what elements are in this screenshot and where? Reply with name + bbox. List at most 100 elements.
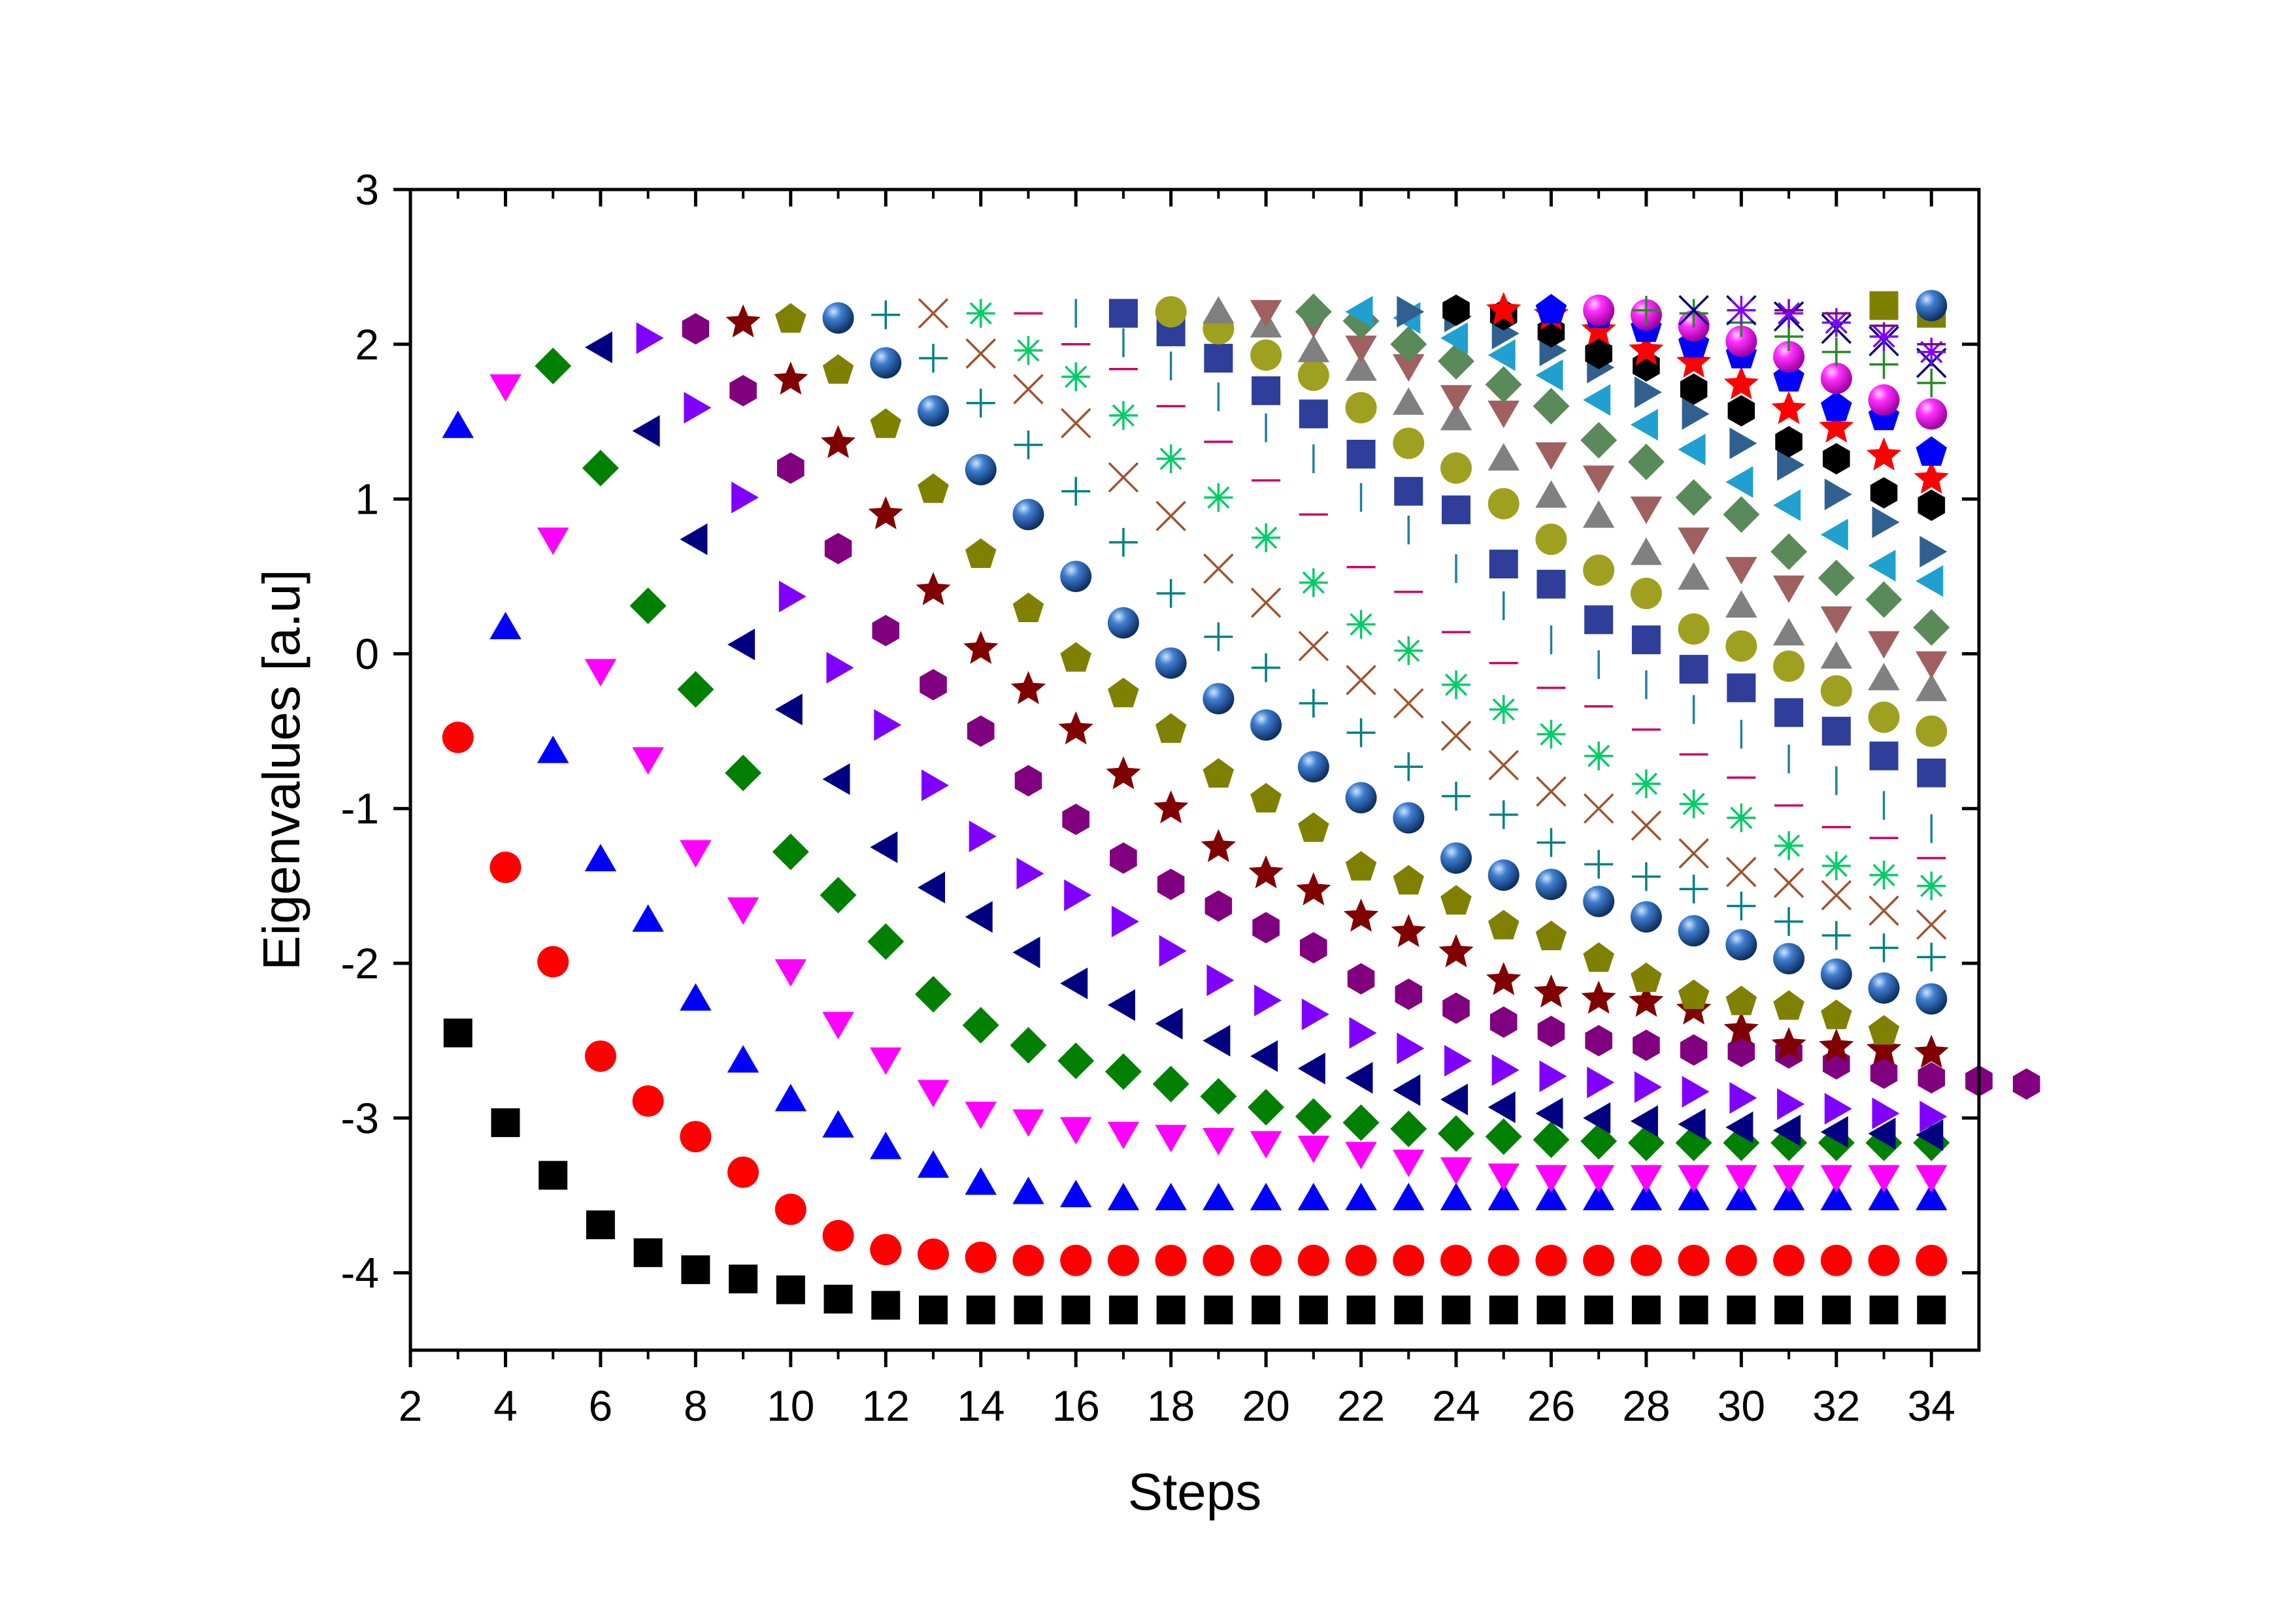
data-point-asterisk [1489,695,1518,724]
data-point-triangle-right [1824,1093,1852,1125]
data-point-plus [1584,850,1614,879]
data-point-star [1581,980,1616,1014]
data-point-square [1346,1295,1376,1325]
data-point-square [1536,1295,1566,1325]
data-point-star [1010,671,1046,704]
data-point-asterisk [1869,322,1899,351]
data-point-triangle-up [1820,641,1853,669]
data-point-triangle-up [584,844,617,872]
data-point-circle [1630,578,1662,610]
data-point-hexagon [1442,992,1470,1024]
series-11 [822,302,1948,1015]
data-point-triangle-right [1301,998,1329,1031]
data-point-sphere [1773,942,1805,974]
data-point-triangle-down [727,897,759,925]
data-point-hexagon [1442,294,1470,326]
series-13 [918,298,1947,940]
data-point-hexagon [967,715,995,747]
data-point-hexagon [1062,803,1089,835]
data-point-hexagon [1633,1029,1660,1061]
data-point-triangle-down [1440,1157,1472,1185]
data-point-circle [870,1234,902,1266]
x-tick-label: 12 [862,1382,910,1430]
data-point-star [1914,460,1949,494]
data-point-diamond [629,588,667,624]
data-point-plus [1156,579,1186,608]
data-point-triangle-right [1159,935,1187,967]
data-point-hexagon [1680,373,1708,405]
data-point-circle [442,721,474,754]
data-point-triangle-up [1582,1182,1615,1210]
data-point-diamond [1485,1118,1522,1155]
data-point-plus [919,344,948,373]
data-point-triangle-left [727,628,756,661]
data-point-star [1629,332,1664,365]
data-point-square [633,1238,663,1267]
data-point-sphere [1868,972,1900,1004]
data-point-pentagon [1535,293,1567,323]
x-tick-label: 10 [767,1382,814,1430]
data-point-triangle-left [965,901,993,933]
data-point-square [1679,655,1708,684]
data-point-triangle-up [1678,1182,1710,1210]
data-point-cross [1631,810,1662,841]
series-21 [1295,293,1950,646]
data-point-square [1299,399,1328,429]
data-point-plus [1252,653,1281,682]
x-tick-label: 22 [1337,1382,1385,1430]
data-point-diamond [1533,388,1570,425]
data-point-sphere [1725,929,1757,961]
data-point-square [1252,1295,1281,1325]
data-point-square [1821,1295,1851,1325]
data-point-triangle-right [1682,1076,1710,1108]
data-point-star [820,425,856,458]
data-point-pentagon [1916,436,1947,466]
series-7 [636,322,1948,1133]
data-point-triangle-left [1820,518,1848,551]
data-point-star [1106,756,1141,789]
data-point-triangle-up [1630,1182,1663,1210]
data-point-triangle-up [1297,1182,1330,1210]
data-point-hexagon [1870,477,1898,509]
data-point-diamond [1438,1115,1474,1152]
data-point-triangle-down [1345,1142,1377,1170]
data-point-circle [1107,1244,1139,1276]
data-point-plus [1821,337,1851,367]
data-point-cross [1916,909,1947,940]
data-point-square [1774,698,1804,727]
data-point-diamond [1533,1121,1570,1158]
data-point-asterisk [1584,741,1614,771]
data-point-square [1584,1295,1614,1325]
data-point-triangle-left [870,831,898,863]
data-point-asterisk [1869,861,1899,890]
x-tick-label: 20 [1242,1382,1289,1430]
data-point-hexagon [1918,1062,1946,1094]
data-point-pentagon [1535,920,1567,950]
data-point-square [729,1265,758,1294]
data-point-triangle-right [1729,1082,1757,1114]
data-point-hexagon [920,669,947,701]
data-point-circle [1916,1244,1948,1276]
data-point-triangle-up [1059,1180,1092,1208]
x-tick-label: 28 [1622,1382,1670,1430]
x-tick-label: 4 [493,1382,518,1430]
data-point-cross [965,338,996,369]
data-point-diamond [1485,366,1522,403]
data-point-triangle-right [1587,1067,1615,1099]
data-point-circle [1345,391,1377,423]
plot-frame [408,188,1981,1352]
data-point-diamond [1390,325,1427,363]
data-point-circle [1060,1244,1092,1276]
data-point-sphere [1155,647,1187,679]
data-point-cross [1440,720,1472,752]
data-point-triangle-down [1345,335,1377,363]
data-point-asterisk [1727,295,1756,325]
x-tick-label: 18 [1147,1382,1195,1430]
data-point-triangle-up [1393,387,1425,415]
data-point-asterisk [1631,769,1661,799]
data-point-cross [1346,665,1376,695]
data-point-star [916,572,951,605]
data-point-triangle-right [778,580,806,612]
data-point-triangle-right [1064,879,1092,912]
